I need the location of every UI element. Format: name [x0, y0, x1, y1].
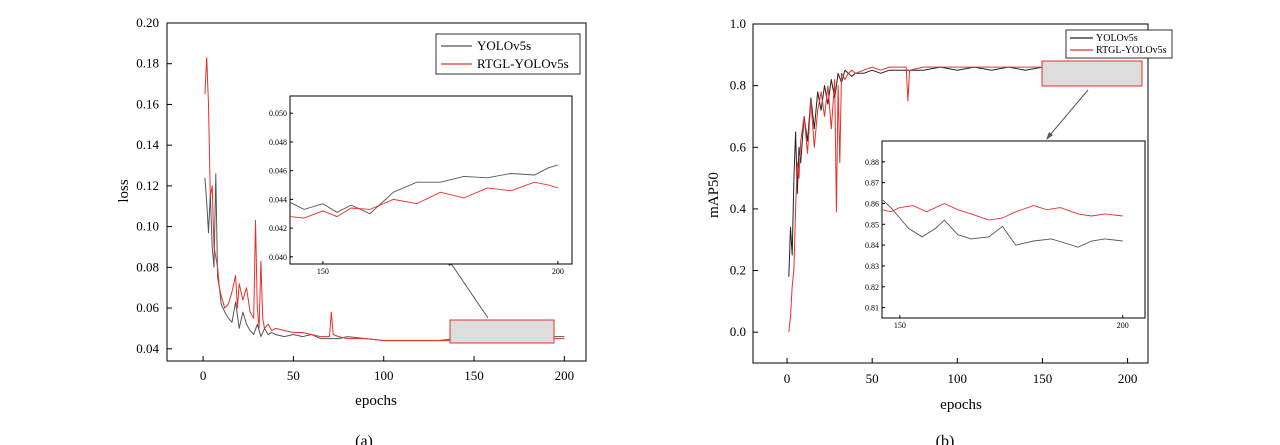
tick-group: 0 50 100 150 200 0.04 0.06 0.08 0.10 0.12 0.14 0.16… [136, 15, 574, 383]
inset-y-tick-label: 0.87 [865, 179, 879, 188]
inset-y-tick-label: 0.048 [269, 138, 287, 147]
legend-box [435, 33, 581, 75]
inset-y-tick-label: 0.85 [865, 220, 879, 229]
x-tick-label: 50 [287, 368, 300, 383]
inset-frame [289, 95, 573, 265]
inset-y-tick-label: 0.86 [865, 199, 879, 208]
y-tick-label: 0.8 [730, 78, 746, 93]
legend-label-rtgl-yolov5s: RTGL-YOLOv5s [1096, 45, 1167, 56]
y-tick-label: 0.20 [136, 15, 159, 30]
x-tick-label: 100 [948, 371, 968, 386]
y-axis-label: loss [116, 179, 132, 203]
inset-plot: 150 200 0.040 0.042 0.044 0.046 0.048 0.050 [269, 95, 573, 276]
y-axis-label: mAP50 [706, 172, 722, 218]
zoom-region-highlight [1041, 60, 1143, 87]
x-tick-label: 100 [374, 368, 394, 383]
inset-x-tick-label: 150 [894, 321, 906, 330]
inset-x-tick-label: 150 [317, 267, 329, 276]
inset-y-tick-label: 0.046 [269, 167, 287, 176]
series-line-rtgl-yolov5s [204, 57, 565, 342]
y-tick-label: 0.10 [136, 219, 159, 234]
x-axis-label: epochs [940, 397, 982, 413]
y-tick-label: 0.12 [136, 178, 159, 193]
zoom-region-highlight [449, 319, 555, 344]
inset-series-line-rtgl-yolov5s [881, 203, 1123, 221]
y-tick-label: 0.08 [136, 259, 159, 274]
y-tick-label: 0.14 [136, 137, 159, 152]
x-tick-label: 200 [1118, 371, 1138, 386]
inset-y-tick-label: 0.88 [865, 158, 879, 167]
y-tick-label: 0.6 [730, 139, 747, 154]
series-line-rtgl-yolov5s [788, 66, 1128, 333]
zoom-arrowhead [1046, 132, 1053, 140]
series-group [204, 57, 565, 342]
series-group [788, 66, 1128, 333]
y-tick-label: 0.2 [730, 263, 746, 278]
inset-x-tick-label: 200 [1117, 321, 1129, 330]
inset-frame [881, 140, 1146, 319]
y-tick-label: 0.4 [730, 201, 747, 216]
zoom-arrow [449, 261, 489, 319]
inset-x-tick-label: 200 [552, 267, 564, 276]
inset-y-tick-label: 0.042 [269, 224, 287, 233]
y-tick-label: 0.0 [730, 324, 746, 339]
panel-b-map50-chart: 0 50 100 150 200 0.0 0.2 0.4 0.6 0.8 1.0 epochs mA… [706, 16, 1173, 445]
x-tick-label: 0 [784, 371, 791, 386]
legend: YOLOv5s RTGL-YOLOv5s [435, 33, 581, 75]
inset-y-tick-label: 0.044 [269, 195, 287, 204]
inset-y-tick-label: 0.050 [269, 109, 287, 118]
inset-series-line-yolov5s [881, 198, 1123, 248]
legend-label-yolov5s: YOLOv5s [1096, 33, 1138, 44]
panel-label: (a) [355, 433, 373, 445]
inset-plot: 150 200 0.81 0.82 0.83 0.84 0.85 0.86 0.87 0.88 [865, 140, 1146, 330]
x-tick-label: 150 [464, 368, 484, 383]
x-tick-label: 50 [866, 371, 879, 386]
inset-y-tick-label: 0.81 [865, 304, 879, 313]
x-tick-label: 200 [555, 368, 575, 383]
panel-a-loss-chart: 0 50 100 150 200 0.04 0.06 0.08 0.10 0.12 0.14 0.16… [116, 15, 587, 445]
series-line-yolov5s [788, 66, 1128, 277]
inset-series-line-yolov5s [289, 164, 559, 215]
legend-box [1065, 29, 1173, 59]
inset-y-tick-label: 0.83 [865, 262, 879, 271]
tick-group: 0 50 100 150 200 0.0 0.2 0.4 0.6 0.8 1.0 [730, 16, 1138, 386]
legend-label-rtgl-yolov5s: RTGL-YOLOv5s [477, 56, 569, 71]
inset-y-tick-label: 0.040 [269, 253, 287, 262]
y-tick-label: 0.16 [136, 96, 159, 111]
legend-label-yolov5s: YOLOv5s [477, 38, 531, 53]
inset-y-tick-label: 0.82 [865, 283, 879, 292]
y-tick-label: 0.18 [136, 56, 159, 71]
y-tick-label: 1.0 [730, 16, 746, 31]
inset-y-tick-label: 0.84 [865, 241, 879, 250]
y-tick-label: 0.04 [136, 341, 159, 356]
legend: YOLOv5s RTGL-YOLOv5s [1065, 29, 1173, 59]
x-axis-label: epochs [355, 393, 397, 409]
x-tick-label: 150 [1033, 371, 1053, 386]
zoom-arrow [1049, 89, 1089, 136]
inset-series-line-rtgl-yolov5s [289, 181, 559, 219]
x-tick-label: 0 [200, 368, 207, 383]
panel-label: (b) [936, 433, 955, 445]
y-tick-label: 0.06 [136, 300, 159, 315]
